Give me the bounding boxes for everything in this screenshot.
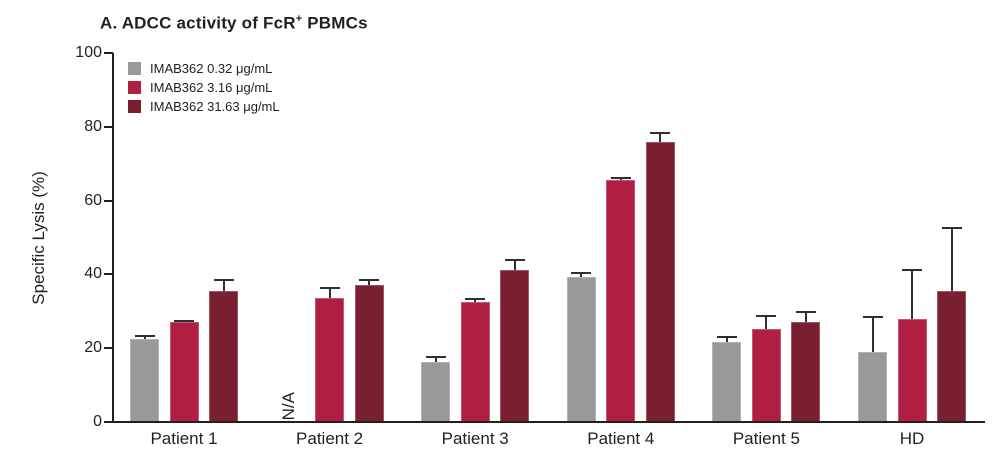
legend-item: IMAB362 3.16 μg/mL [128,80,280,95]
y-tick-label: 60 [84,191,102,209]
y-tick-label: 100 [75,44,102,61]
legend-item-label: IMAB362 31.63 μg/mL [150,99,280,114]
error-bar-cap [716,335,737,338]
error-bar-line [950,228,953,291]
bar [169,322,199,422]
error-bar-cap [571,271,592,274]
error-bar-cap [650,132,671,135]
bar [897,318,927,422]
error-bar-line [434,357,437,362]
legend-item: IMAB362 0.32 μg/mL [128,61,280,76]
error-bar-line [804,312,807,322]
na-label: N/A [279,391,299,420]
error-bar-line [659,133,662,142]
legend-item: IMAB362 31.63 μg/mL [128,99,280,114]
y-tick-label: 40 [84,265,102,283]
y-tick-mark [104,421,113,423]
error-bar-line [765,316,768,329]
bar [315,298,345,422]
legend: IMAB362 0.32 μg/mL IMAB362 3.16 μg/mL IMAB… [128,61,280,119]
error-bar-cap [756,315,777,318]
error-bar-cap [504,259,525,262]
x-category-label: Patient 4 [587,429,655,448]
bar [606,180,636,422]
x-category-label: Patient 5 [732,429,800,448]
bar [712,341,742,422]
error-bar-line [474,299,477,303]
y-tick-label: 80 [84,117,102,135]
error-bar-cap [941,227,962,230]
bar [500,269,530,422]
legend-item-label: IMAB362 3.16 μg/mL [150,80,273,95]
legend-swatch [128,81,141,94]
chart-title-superscript: + [295,13,303,25]
error-bar-line [222,279,225,291]
legend-item-label: IMAB362 0.32 μg/mL [150,61,273,76]
bar [937,291,966,422]
error-bar-cap [795,311,816,314]
error-bar-cap [134,335,155,338]
error-bar-cap [862,315,883,318]
error-bar-cap [465,298,486,301]
y-tick-label: 0 [93,413,102,430]
y-tick-mark [104,273,113,276]
bar [751,328,781,422]
y-tick-label: 20 [84,339,102,357]
error-bar-cap [610,177,631,180]
error-bar-cap [425,356,446,359]
y-tick-mark [104,125,113,128]
error-bar-line [580,272,583,277]
error-bar-cap [359,278,380,281]
error-bar-line [143,336,146,339]
x-axis-line [112,421,985,423]
x-category-label: HD [899,429,925,448]
error-bar-cap [319,287,340,290]
error-bar-cap [174,319,194,322]
y-tick-mark [104,347,113,350]
error-bar-line [725,336,728,342]
error-bar-cap [213,278,234,281]
error-bar-line [328,288,331,299]
chart-title: A. ADCC activity of FcR+ PBMCs [100,13,368,34]
error-bar-line [513,260,516,270]
error-bar-line [368,279,371,285]
chart-title-text: A. ADCC activity of FcR [100,13,296,33]
chart-title-text-end: PBMCs [302,13,368,33]
error-bar-line [911,269,913,319]
x-category-label: Patient 3 [441,429,509,448]
bar [566,276,596,422]
bar [791,321,821,422]
y-axis-line [112,53,114,423]
bar [645,141,675,422]
x-category-label: Patient 1 [150,429,218,448]
bar [209,291,238,422]
bar [460,302,490,422]
y-tick-mark [104,199,113,202]
legend-swatch [128,62,141,75]
error-bar-line [619,178,622,181]
y-tick-mark [104,52,113,54]
error-bar-line [871,316,874,352]
x-category-label: Patient 2 [296,429,364,448]
bar [421,361,451,422]
bar [858,351,887,422]
error-bar-cap [902,268,922,271]
legend-swatch [128,100,141,113]
bar [354,284,384,422]
bar [130,338,159,422]
y-axis-label: Specific Lysis (%) [29,171,48,305]
